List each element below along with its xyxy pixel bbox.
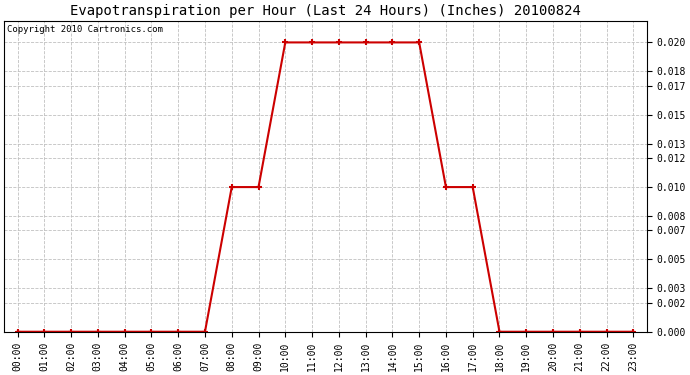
Text: Copyright 2010 Cartronics.com: Copyright 2010 Cartronics.com [8,26,164,34]
Title: Evapotranspiration per Hour (Last 24 Hours) (Inches) 20100824: Evapotranspiration per Hour (Last 24 Hou… [70,4,581,18]
